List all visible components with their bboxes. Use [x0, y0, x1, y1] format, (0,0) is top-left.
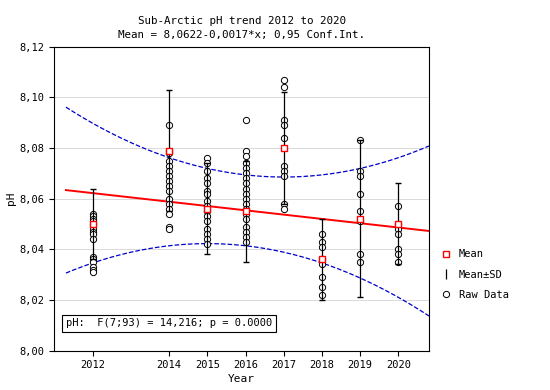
X-axis label: Year: Year: [228, 374, 255, 385]
Y-axis label: pH: pH: [6, 192, 15, 206]
Legend: Mean, Mean±SD, Raw Data: Mean, Mean±SD, Raw Data: [438, 249, 509, 300]
Title: Sub-Arctic pH trend 2012 to 2020
Mean = 8,0622-0,0017*x; 0,95 Conf.Int.: Sub-Arctic pH trend 2012 to 2020 Mean = …: [118, 16, 365, 41]
Text: pH:  F(7;93) = 14,216; p = 0.0000: pH: F(7;93) = 14,216; p = 0.0000: [65, 318, 272, 328]
